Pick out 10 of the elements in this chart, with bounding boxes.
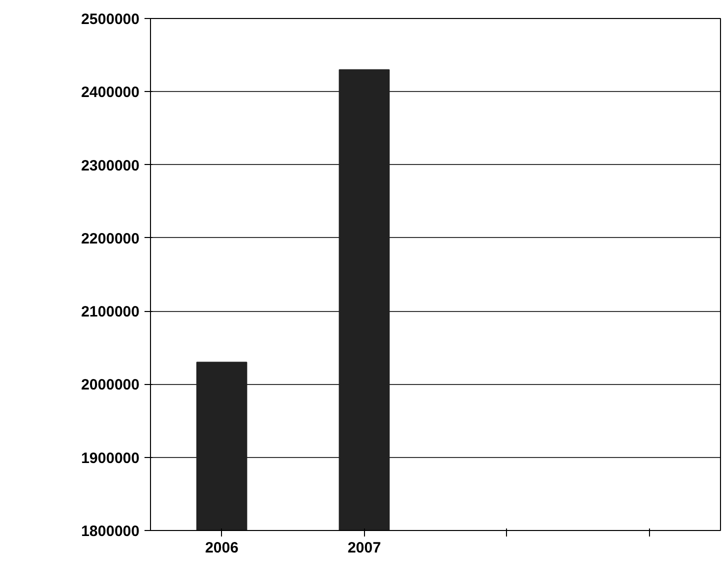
y-tick-label: 2400000 bbox=[81, 84, 140, 102]
y-tick-label: 2200000 bbox=[81, 230, 140, 248]
y-tick-label: 2100000 bbox=[81, 304, 140, 321]
x-tick-label: 2007 bbox=[348, 540, 381, 556]
y-tick-label: 1900000 bbox=[81, 450, 140, 467]
y-tick-label: 2000000 bbox=[81, 376, 140, 394]
x-tick-label: 2006 bbox=[205, 540, 238, 556]
y-tick-label: 1800000 bbox=[81, 523, 140, 540]
y-tick-label: 2500000 bbox=[81, 11, 140, 28]
y-tick-label: 2300000 bbox=[81, 157, 140, 174]
